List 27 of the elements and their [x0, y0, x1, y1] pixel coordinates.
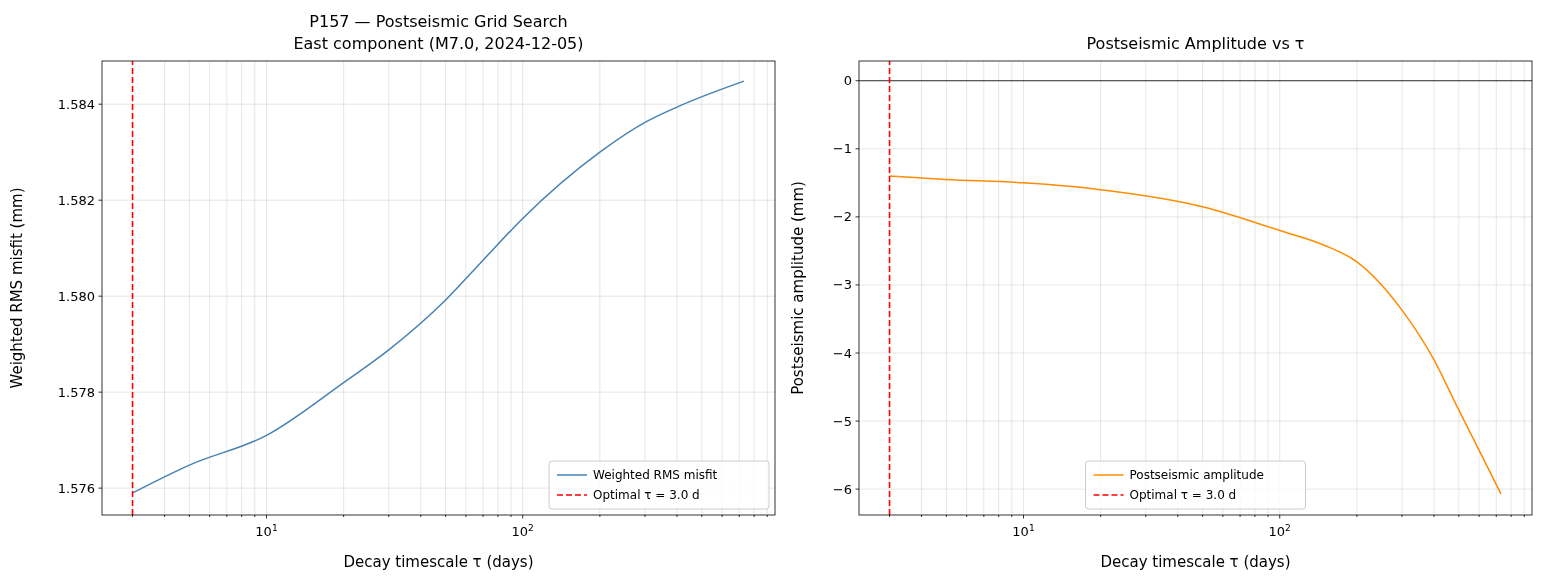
y-tick-label: −4: [832, 345, 852, 361]
y-tick-label: 1.578: [57, 384, 95, 400]
y-tick-label: −2: [832, 209, 852, 225]
x-tick-label: 10$^{1}$: [1012, 523, 1035, 539]
y-tick-label: −5: [832, 413, 852, 429]
y-tick-label: −1: [832, 141, 852, 157]
x-tick-label: 10$^{1}$: [255, 523, 278, 539]
legend-label: Optimal τ = 3.0 d: [1129, 488, 1237, 503]
chart-title: Postseismic Amplitude vs τ: [1086, 34, 1305, 53]
x-axis-title: Decay timescale τ (days): [1100, 553, 1291, 571]
y-tick-label: −6: [832, 481, 852, 497]
legend-label: Postseismic amplitude: [1129, 468, 1264, 483]
y-axis-title: Weighted RMS misfit (mm): [8, 187, 26, 389]
legend-label: Optimal τ = 3.0 d: [593, 488, 700, 503]
y-tick-label: 1.580: [57, 288, 95, 304]
chart-subtitle: East component (M7.0, 2024-12-05): [293, 34, 584, 53]
chart-title: P157 — Postseismic Grid Search: [309, 12, 568, 31]
y-tick-label: 1.584: [57, 96, 95, 112]
y-tick-label: −3: [832, 277, 852, 293]
y-axis-title: Postseismic amplitude (mm): [789, 181, 807, 395]
legend-label: Weighted RMS misfit: [593, 468, 718, 483]
x-tick-label: 10$^{2}$: [1268, 523, 1291, 539]
x-tick-label: 10$^{2}$: [511, 523, 534, 539]
y-tick-label: 1.582: [57, 192, 95, 208]
x-axis-title: Decay timescale τ (days): [343, 553, 534, 571]
y-tick-label: 1.576: [57, 480, 95, 496]
y-tick-label: 0: [843, 73, 852, 89]
